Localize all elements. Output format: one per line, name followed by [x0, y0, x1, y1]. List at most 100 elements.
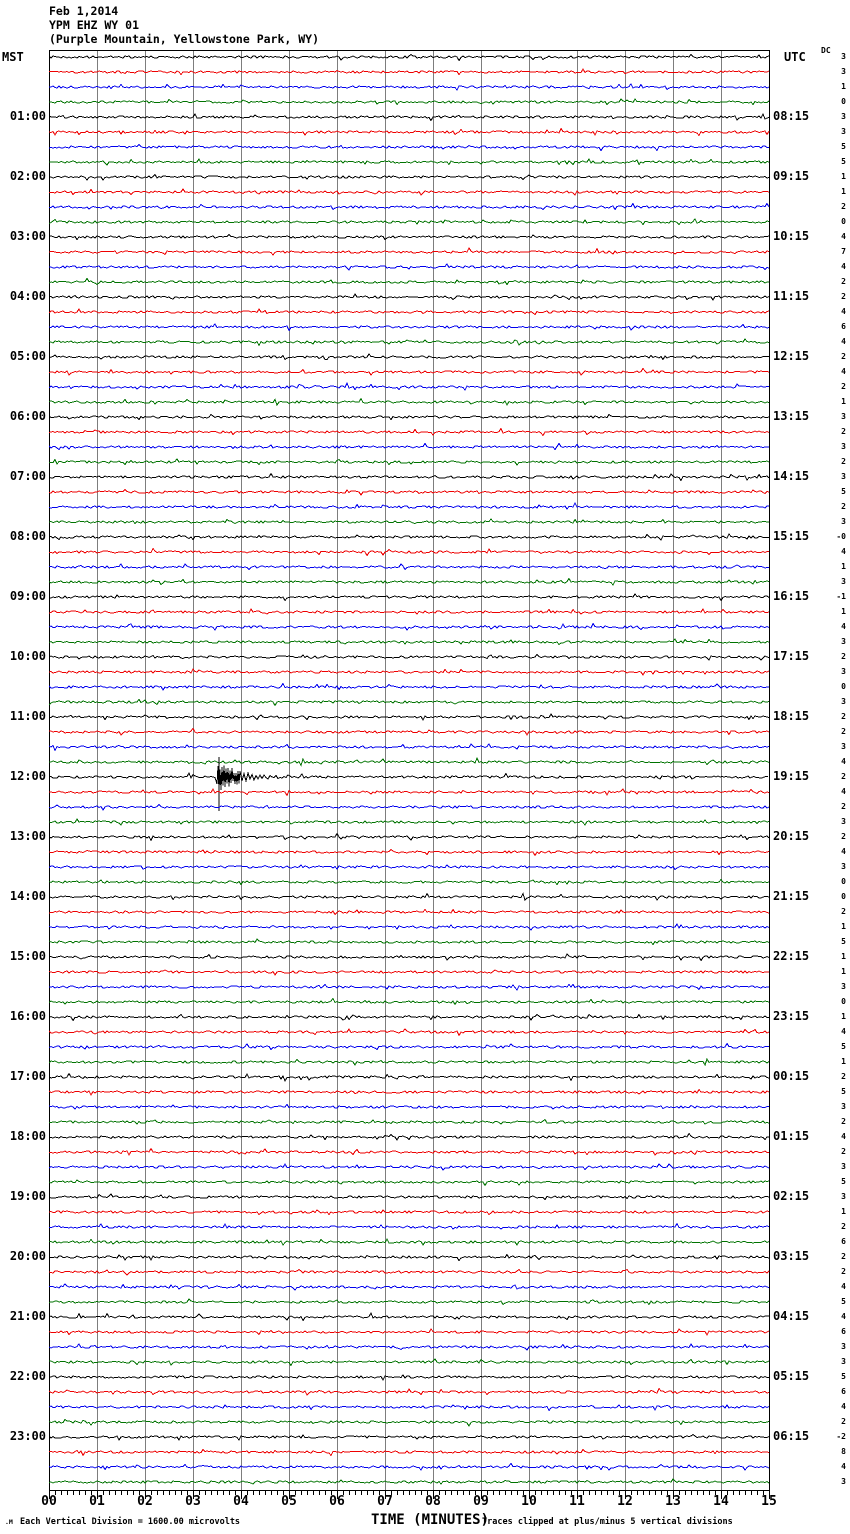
- x-tick-label: 00: [41, 1494, 57, 1509]
- dc-offset-value: 3: [841, 52, 846, 61]
- x-tick-label: 13: [665, 1494, 681, 1509]
- dc-offset-value: 4: [841, 337, 846, 346]
- seismogram-trace: [49, 233, 770, 241]
- dc-offset-value: -0: [836, 532, 846, 541]
- seismogram-trace: [49, 757, 768, 811]
- dc-offset-value: 4: [841, 547, 846, 556]
- seismogram-trace: [49, 308, 770, 316]
- mst-time-label: 14:00: [9, 889, 46, 903]
- mst-time-label: 11:00: [9, 709, 46, 723]
- seismogram-trace: [49, 367, 770, 376]
- dc-offset-value: 3: [841, 1342, 846, 1351]
- dc-offset-value: 3: [841, 412, 846, 421]
- dc-offset-value: 2: [841, 712, 846, 721]
- seismogram-trace: [49, 563, 769, 571]
- mst-time-label: 10:00: [9, 649, 46, 663]
- seismogram-trace: [49, 458, 770, 466]
- mst-time-label: 03:00: [9, 229, 46, 243]
- dc-offset-value: 6: [841, 1237, 846, 1246]
- mst-time-label: 13:00: [9, 829, 46, 843]
- seismogram-trace: [49, 188, 770, 196]
- utc-time-label: 20:15: [773, 829, 810, 843]
- dc-offset-value: 2: [841, 802, 846, 811]
- x-tick-label: 11: [569, 1494, 585, 1509]
- seismogram-trace: [49, 202, 770, 211]
- seismogram-trace: [49, 381, 769, 391]
- x-tick-label: 08: [425, 1494, 441, 1509]
- mst-time-label: 07:00: [9, 469, 46, 483]
- utc-time-label: 21:15: [773, 889, 810, 903]
- seismogram-trace: [49, 682, 769, 691]
- dc-offset-value: 4: [841, 1132, 846, 1141]
- dc-offset-value: 2: [841, 907, 846, 916]
- seismogram-trace: [49, 397, 770, 407]
- dc-offset-value: 0: [841, 877, 846, 886]
- seismogram-trace: [49, 622, 770, 631]
- seismogram-trace: [49, 127, 770, 137]
- seismogram-trace: [49, 1253, 770, 1262]
- seismogram-trace: [49, 832, 770, 842]
- dc-offset-value: 4: [841, 367, 846, 376]
- seismogram-trace: [49, 848, 770, 857]
- dc-offset-value: 2: [841, 457, 846, 466]
- dc-offset-value: 5: [841, 1042, 846, 1051]
- seismogram-trace: [49, 1433, 770, 1441]
- seismogram-trace: [49, 547, 769, 557]
- seismogram-trace: [49, 593, 770, 602]
- seismogram-trace: [49, 323, 770, 332]
- utc-time-label: 00:15: [773, 1069, 810, 1083]
- seismogram-trace: [49, 1418, 770, 1427]
- seismogram-trace: [49, 1042, 769, 1051]
- seismogram-trace: [49, 1209, 770, 1216]
- dc-offset-value: 1: [841, 1012, 846, 1021]
- dc-offset-value: 3: [841, 817, 846, 826]
- dc-offset-value: 0: [841, 682, 846, 691]
- seismogram-trace: [49, 953, 770, 962]
- dc-offset-value: 2: [841, 1252, 846, 1261]
- dc-offset-value: 2: [841, 1222, 846, 1231]
- utc-time-label: 04:15: [773, 1309, 810, 1323]
- dc-offset-value: 1: [841, 172, 846, 181]
- seismogram-trace: [49, 1462, 770, 1471]
- seismogram-trace: [49, 472, 770, 482]
- seismogram-trace: [49, 1103, 769, 1110]
- mst-time-label: 06:00: [9, 409, 46, 423]
- seismogram-trace: [49, 1193, 770, 1201]
- utc-time-label: 01:15: [773, 1129, 810, 1143]
- mst-time-label: 22:00: [9, 1369, 46, 1383]
- dc-offset-value: 3: [841, 67, 846, 76]
- dc-offset-value: 1: [841, 397, 846, 406]
- utc-time-label: 23:15: [773, 1009, 810, 1023]
- seismogram-trace: [49, 1118, 770, 1125]
- seismogram-trace: [49, 1328, 770, 1337]
- dc-offset-value: 2: [841, 382, 846, 391]
- utc-time-label: 06:15: [773, 1429, 810, 1443]
- dc-offset-value: 4: [841, 1312, 846, 1321]
- mst-time-label: 05:00: [9, 349, 46, 363]
- x-tick-label: 06: [329, 1494, 345, 1509]
- dc-offset-value: 2: [841, 202, 846, 211]
- dc-offset-value: 0: [841, 997, 846, 1006]
- dc-offset-value: 2: [841, 427, 846, 436]
- seismogram-trace: [49, 713, 770, 722]
- seismogram-trace: [49, 983, 769, 991]
- mst-time-label: 02:00: [9, 169, 46, 183]
- dc-offset-value: 1: [841, 1207, 846, 1216]
- utc-time-label: 08:15: [773, 109, 810, 123]
- seismogram-trace: [49, 218, 770, 226]
- seismogram-trace: [49, 668, 770, 676]
- dc-offset-value: 2: [841, 1147, 846, 1156]
- seismogram-trace: [49, 997, 770, 1006]
- seismogram-trace: [49, 1132, 769, 1141]
- seismogram-trace: [49, 247, 770, 256]
- x-tick-label: 02: [137, 1494, 153, 1509]
- dc-offset-value: 6: [841, 1387, 846, 1396]
- utc-time-label: 09:15: [773, 169, 810, 183]
- seismogram-trace: [49, 818, 770, 826]
- x-tick-label: 09: [473, 1494, 489, 1509]
- dc-offset-value: 4: [841, 757, 846, 766]
- seismogram-trace: [49, 427, 770, 437]
- mst-time-label: 08:00: [9, 529, 46, 543]
- utc-time-label: 18:15: [773, 709, 810, 723]
